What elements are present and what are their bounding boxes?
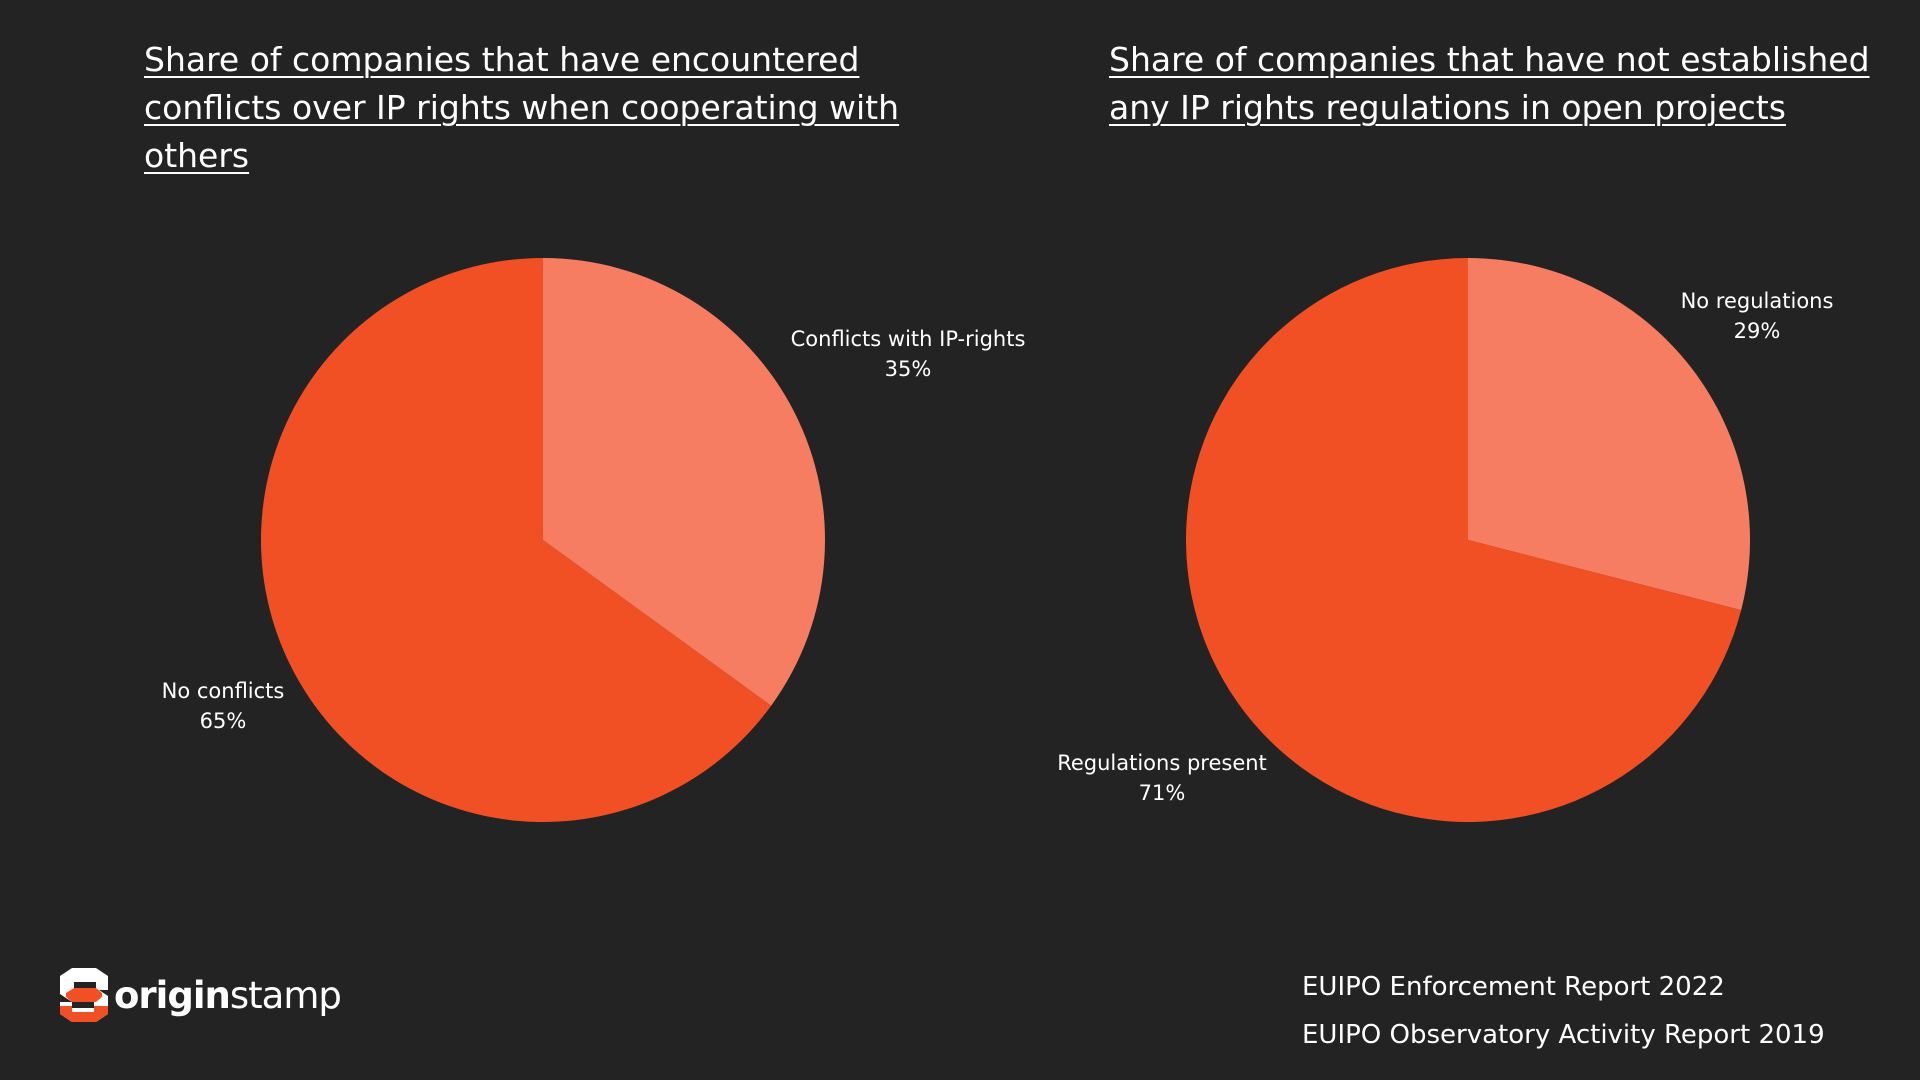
slice-label-regulations-present: Regulations present 71% — [1057, 748, 1267, 808]
source-item: EUIPO Enforcement Report 2022 — [1302, 972, 1725, 1002]
slice-label-conflicts: Conflicts with IP-rights 35% — [791, 324, 1026, 384]
slice-label-name: No conflicts — [161, 679, 285, 703]
source-item: EUIPO Observatory Activity Report 2019 — [1302, 1020, 1825, 1050]
pie-slice-no-conflicts — [260, 258, 772, 822]
originstamp-logo: originstamp — [58, 966, 342, 1024]
logo-text-regular: stamp — [229, 973, 342, 1017]
slice-label-value: 65% — [199, 709, 247, 733]
pie-slice-conflicts-with-ip-rights — [543, 258, 825, 706]
originstamp-logo-icon — [60, 968, 108, 1022]
logo-wordmark: originstamp — [114, 973, 342, 1017]
slice-label-value: 35% — [884, 357, 932, 381]
sources-list: EUIPO Enforcement Report 2022 EUIPO Obse… — [1302, 963, 1825, 1059]
pie-slice-regulations-present — [1186, 258, 1742, 822]
pie-slice-no-regulations — [1468, 258, 1750, 611]
chart-title-regulations: Share of companies that have not establi… — [1109, 40, 1870, 127]
slice-label-name: Regulations present — [1057, 751, 1267, 775]
logo-text-bold: origin — [114, 973, 231, 1017]
slice-label-no-regulations: No regulations 29% — [1681, 286, 1834, 346]
chart-title-conflicts: Share of companies that have encountered… — [144, 40, 900, 175]
slice-label-name: No regulations — [1680, 289, 1834, 313]
slice-label-value: 71% — [1138, 781, 1186, 805]
slice-label-no-conflicts: No conflicts 65% — [162, 676, 285, 736]
slice-label-name: Conflicts with IP-rights — [790, 327, 1026, 351]
slice-label-value: 29% — [1733, 319, 1781, 343]
